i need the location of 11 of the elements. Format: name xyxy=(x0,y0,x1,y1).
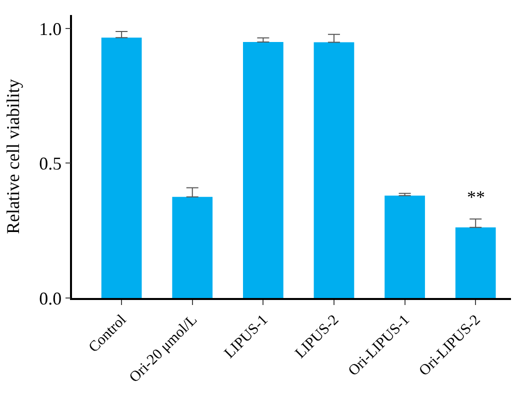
bar xyxy=(314,42,354,298)
y-tick-label: 0.0 xyxy=(39,288,62,308)
y-tick-label: 0.5 xyxy=(39,154,62,174)
bar xyxy=(384,196,425,298)
bar xyxy=(101,38,142,298)
bar xyxy=(455,227,496,298)
bar xyxy=(172,196,213,298)
y-axis-title: Relative cell viability xyxy=(2,79,23,234)
bar xyxy=(243,42,284,298)
y-tick-label: 1.0 xyxy=(39,18,62,39)
annotation: ** xyxy=(467,187,485,207)
